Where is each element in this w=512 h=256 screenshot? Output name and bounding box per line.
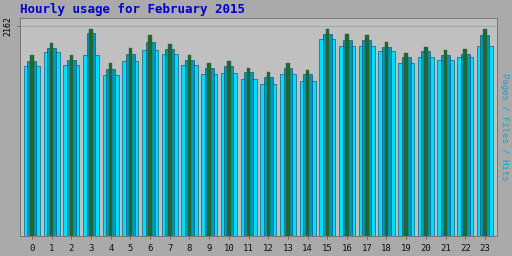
Bar xyxy=(418,57,434,236)
Bar xyxy=(148,35,152,236)
Bar xyxy=(241,79,257,236)
Bar xyxy=(306,70,309,236)
Bar xyxy=(424,47,428,236)
Bar xyxy=(286,63,290,236)
Bar xyxy=(162,54,178,236)
Bar xyxy=(207,63,211,236)
Bar xyxy=(201,74,217,236)
Bar xyxy=(382,47,391,236)
Bar xyxy=(421,51,430,236)
Bar xyxy=(339,46,355,236)
Bar xyxy=(300,81,316,236)
Bar xyxy=(28,61,36,236)
Bar xyxy=(264,77,273,236)
Bar xyxy=(441,55,450,236)
Bar xyxy=(145,42,155,236)
Bar xyxy=(102,75,119,236)
Bar xyxy=(477,46,493,236)
Bar xyxy=(280,74,296,236)
Bar xyxy=(224,66,233,236)
Bar xyxy=(378,51,395,236)
Bar xyxy=(83,55,99,236)
Bar xyxy=(227,61,231,236)
Bar xyxy=(319,39,335,236)
Bar xyxy=(142,49,158,236)
Bar xyxy=(188,55,191,236)
Bar xyxy=(185,60,194,236)
Bar xyxy=(165,49,174,236)
Bar xyxy=(181,65,198,236)
Bar xyxy=(343,40,352,236)
Bar xyxy=(457,57,473,236)
Bar xyxy=(109,63,113,236)
Bar xyxy=(267,72,270,236)
Bar xyxy=(345,34,349,236)
Bar xyxy=(362,40,371,236)
Bar xyxy=(483,29,487,236)
Bar xyxy=(89,29,93,236)
Bar xyxy=(398,63,414,236)
Bar xyxy=(30,55,34,236)
Bar xyxy=(385,42,388,236)
Bar xyxy=(221,73,237,236)
Bar xyxy=(461,54,470,236)
Bar xyxy=(106,69,115,236)
Bar xyxy=(359,46,375,236)
Bar xyxy=(70,55,73,236)
Bar xyxy=(284,68,292,236)
Bar xyxy=(404,54,408,236)
Bar xyxy=(463,49,467,236)
Bar xyxy=(168,44,172,236)
Bar xyxy=(44,52,60,236)
Bar xyxy=(323,34,332,236)
Bar xyxy=(205,68,214,236)
Bar xyxy=(444,50,447,236)
Bar xyxy=(63,65,79,236)
Bar xyxy=(129,48,132,236)
Bar xyxy=(260,84,276,236)
Bar xyxy=(67,60,76,236)
Bar xyxy=(122,61,138,236)
Bar xyxy=(126,54,135,236)
Bar xyxy=(402,57,411,236)
Bar xyxy=(480,35,489,236)
Bar xyxy=(437,60,454,236)
Bar xyxy=(244,72,253,236)
Bar xyxy=(24,66,40,236)
Bar xyxy=(247,68,250,236)
Bar xyxy=(303,74,312,236)
Bar xyxy=(47,48,56,236)
Text: Hourly usage for February 2015: Hourly usage for February 2015 xyxy=(20,4,245,16)
Y-axis label: Pages / Files / Hits: Pages / Files / Hits xyxy=(500,73,508,180)
Bar xyxy=(50,43,53,236)
Bar xyxy=(365,35,369,236)
Bar xyxy=(87,33,95,236)
Bar xyxy=(326,29,329,236)
